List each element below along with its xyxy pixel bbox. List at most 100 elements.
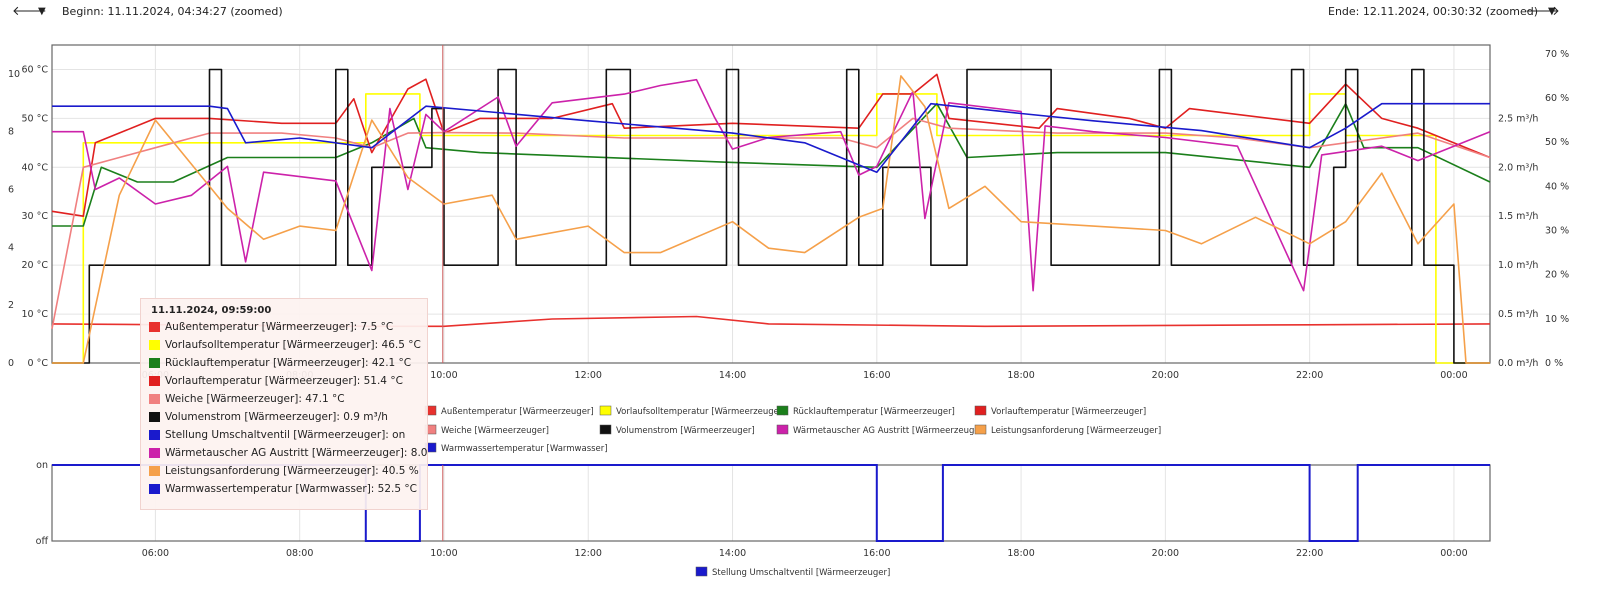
legend-swatch (695, 566, 708, 577)
y-tick-label-flow: 2.0 m³/h (1498, 162, 1538, 173)
legend-swatch (599, 424, 612, 435)
y-tick-label-percent: 60 % (1545, 93, 1569, 104)
legend-item: Vorlauftemperatur [Wärmeerzeuger] (974, 405, 1146, 417)
x-tick-label: 00:00 (1440, 548, 1467, 559)
tooltip-text: Vorlaufsolltemperatur [Wärmeerzeuger]: 4… (165, 339, 421, 351)
y-tick-label-on: on (36, 460, 48, 471)
series-line-umschalt (52, 464, 1490, 542)
legend-label: Rücklauftemperatur [Wärmeerzeuger] (793, 407, 955, 417)
legend-item: Wärmetauscher AG Austritt [Wärmeerzeuger… (776, 424, 986, 436)
tooltip-swatch (149, 322, 160, 332)
main-chart-axes: 0 2 4 6 8 10 0 °C 10 °C 20 °C 30 °C 40 °C 50 °C 60 °… (8, 49, 1569, 381)
tooltip-swatch (149, 340, 160, 350)
legend-item: Leistungsanforderung [Wärmeerzeuger] (974, 424, 1161, 436)
x-tick-label: 14:00 (719, 548, 746, 559)
x-tick-label: 14:00 (719, 370, 746, 381)
legend-item: Stellung Umschaltventil [Wärmeerzeuger] (695, 566, 890, 578)
time-range-bar: 🡐 ▼ Beginn: 11.11.2024, 04:34:27 (zoomed… (0, 0, 1621, 24)
tooltip-text: Stellung Umschaltventil [Wärmeerzeuger]:… (165, 429, 406, 441)
x-tick-label: 20:00 (1152, 548, 1179, 559)
tooltip-swatch (149, 430, 160, 440)
arrow-left-icon[interactable]: 🡐 (12, 4, 47, 19)
x-tick-label: 22:00 (1296, 548, 1323, 559)
y-tick-label-off: off (36, 536, 49, 547)
y-tick-label-percent: 30 % (1545, 226, 1569, 237)
legend-swatch (974, 405, 987, 416)
x-tick-label: 20:00 (1152, 370, 1179, 381)
y-tick-label-outer: 0 (8, 358, 14, 369)
tooltip-date: 11.11.2024, 09:59:00 (151, 305, 272, 316)
y-tick-label-percent: 50 % (1545, 137, 1569, 148)
arrow-right-icon[interactable]: 🡒 (1525, 4, 1560, 19)
tooltip-text: Volumenstrom [Wärmeerzeuger]: 0.9 m³/h (165, 411, 388, 423)
legend-swatch (776, 405, 789, 416)
tooltip-text: Warmwassertemperatur [Warmwasser]: 52.5 … (165, 483, 417, 495)
tooltip-row: Wärmetauscher AG Austritt [Wärmeerzeuger… (149, 445, 427, 461)
tooltip-swatch (149, 394, 160, 404)
tooltip-text: Rücklauftemperatur [Wärmeerzeuger]: 42.1… (165, 357, 412, 369)
legend-item: Rücklauftemperatur [Wärmeerzeuger] (776, 405, 955, 417)
x-tick-label: 16:00 (863, 548, 890, 559)
y-tick-label-flow: 0.5 m³/h (1498, 309, 1538, 320)
series-line-leistung (52, 75, 1490, 364)
legend-label: Vorlaufsolltemperatur [Wärmeerzeuger] (616, 407, 786, 417)
x-tick-label: 18:00 (1007, 548, 1034, 559)
legend-item: Vorlaufsolltemperatur [Wärmeerzeuger] (599, 405, 786, 417)
tooltip-row: Leistungsanforderung [Wärmeerzeuger]: 40… (149, 463, 419, 479)
tooltip-swatch (149, 412, 160, 422)
legend-item: Volumenstrom [Wärmeerzeuger] (599, 424, 755, 436)
legend-swatch (974, 424, 987, 435)
y-tick-label-flow: 1.5 m³/h (1498, 211, 1538, 222)
y-tick-label-flow: 0.0 m³/h (1498, 358, 1538, 369)
y-tick-label-percent: 20 % (1545, 270, 1569, 281)
tooltip-text: Leistungsanforderung [Wärmeerzeuger]: 40… (165, 465, 419, 477)
tooltip-swatch (149, 376, 160, 386)
legend-label: Vorlauftemperatur [Wärmeerzeuger] (991, 407, 1146, 417)
legend-item: Außentemperatur [Wärmeerzeuger] (424, 405, 594, 417)
legend-label: Außentemperatur [Wärmeerzeuger] (441, 407, 594, 417)
legend-item: Weiche [Wärmeerzeuger] (424, 424, 549, 436)
y-tick-label-flow: 2.5 m³/h (1498, 113, 1538, 124)
tooltip-row: Außentemperatur [Wärmeerzeuger]: 7.5 °C (149, 319, 393, 335)
tooltip-swatch (149, 358, 160, 368)
series-line-vorlauf (51, 73, 1491, 217)
main-legend: Außentemperatur [Wärmeerzeuger] Vorlaufso… (424, 405, 1161, 454)
tooltip-text: Vorlauftemperatur [Wärmeerzeuger]: 51.4 … (165, 375, 403, 387)
legend-item: Warmwassertemperatur [Warmwasser] (424, 442, 608, 454)
legend-label: Warmwassertemperatur [Warmwasser] (441, 444, 608, 454)
x-tick-label: 22:00 (1296, 370, 1323, 381)
series-line-warmwasser (52, 102, 1490, 173)
legend-label: Wärmetauscher AG Austritt [Wärmeerzeuger… (793, 426, 986, 436)
y-tick-label-temperature: 10 °C (22, 309, 49, 320)
x-tick-label: 10:00 (430, 370, 457, 381)
tooltip-swatch (149, 448, 160, 458)
y-tick-label-temperature: 60 °C (22, 64, 49, 75)
y-tick-label-flow: 1.0 m³/h (1498, 260, 1538, 271)
y-tick-label-percent: 70 % (1545, 49, 1569, 60)
y-tick-label-outer: 8 (8, 127, 14, 138)
x-tick-label: 06:00 (142, 548, 169, 559)
legend-swatch (776, 424, 789, 435)
plot-frame (51, 44, 1491, 364)
tooltip-row: Vorlauftemperatur [Wärmeerzeuger]: 51.4 … (149, 373, 403, 389)
tooltip-swatch (149, 466, 160, 476)
y-tick-label-outer: 10 (8, 69, 20, 80)
y-tick-label-temperature: 20 °C (22, 260, 49, 271)
x-tick-label: 00:00 (1440, 370, 1467, 381)
legend-label: Stellung Umschaltventil [Wärmeerzeuger] (712, 568, 890, 578)
tooltip-row: Weiche [Wärmeerzeuger]: 47.1 °C (149, 391, 345, 407)
x-tick-label: 08:00 (286, 548, 313, 559)
legend-label: Leistungsanforderung [Wärmeerzeuger] (991, 426, 1161, 436)
series-line-volumen (52, 68, 1490, 364)
chevron-down-icon[interactable]: ▼ (1548, 6, 1556, 17)
y-tick-label-percent: 40 % (1545, 181, 1569, 192)
tooltip-row: Volumenstrom [Wärmeerzeuger]: 0.9 m³/h (149, 409, 388, 425)
x-tick-label: 16:00 (863, 370, 890, 381)
legend-label: Weiche [Wärmeerzeuger] (441, 426, 549, 436)
x-tick-label: 18:00 (1007, 370, 1034, 381)
x-tick-label: 12:00 (575, 370, 602, 381)
chevron-down-icon[interactable]: ▼ (38, 6, 46, 17)
y-tick-label-outer: 2 (8, 300, 14, 311)
y-tick-label-percent: 10 % (1545, 314, 1569, 325)
end-label: Ende: 12.11.2024, 00:30:32 (zoomed) (1328, 5, 1539, 18)
